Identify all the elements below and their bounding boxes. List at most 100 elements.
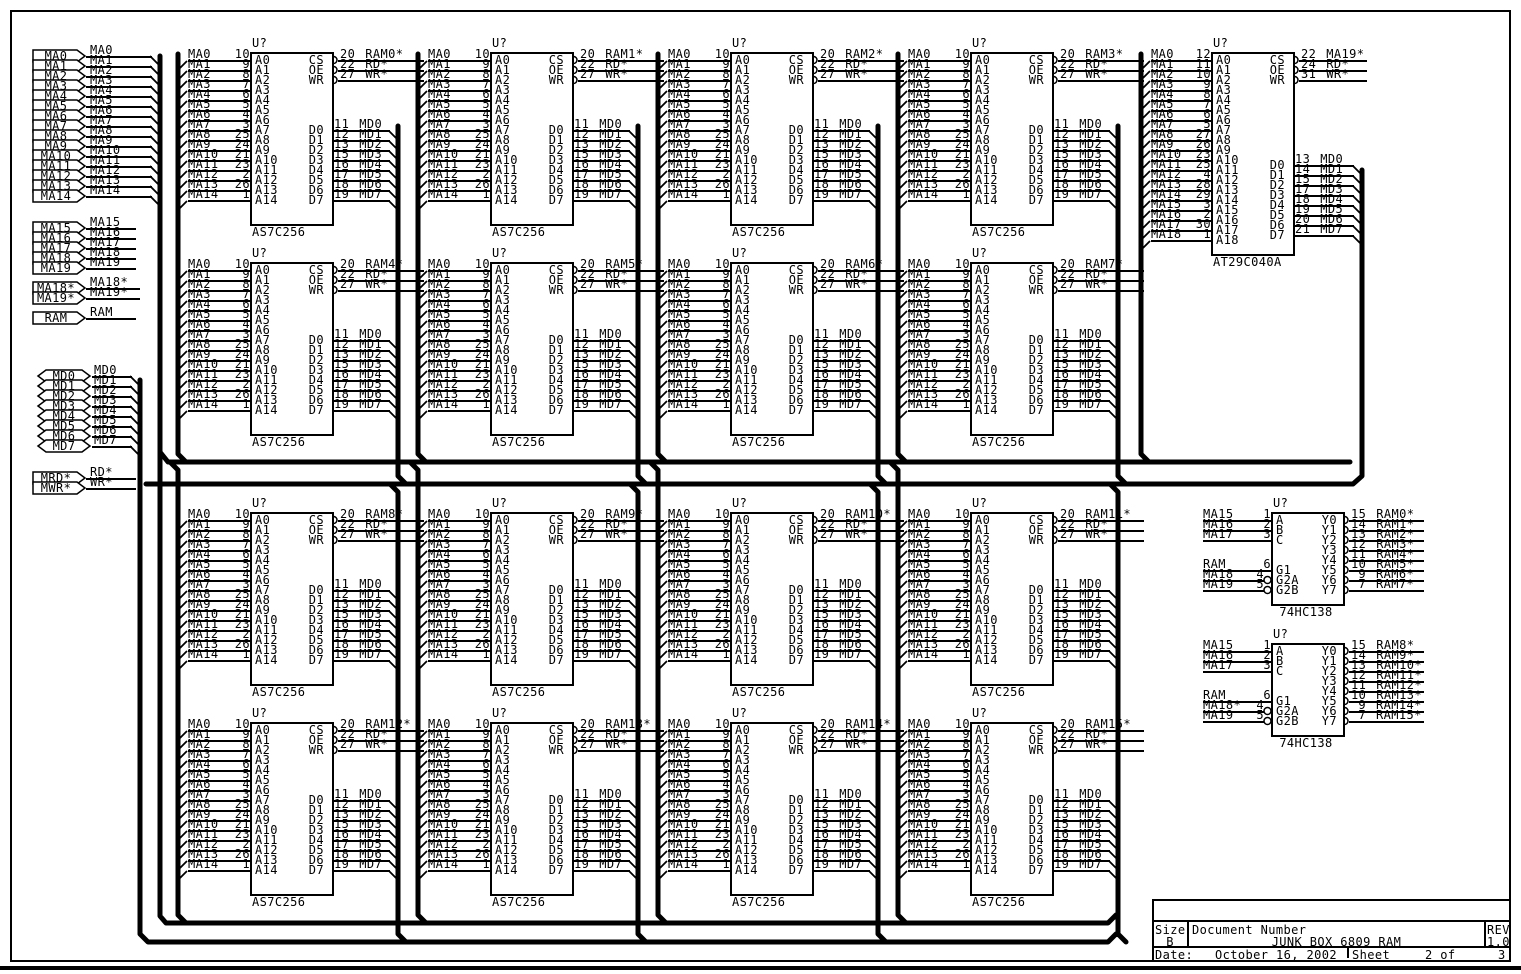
pin-net-label: MA4 — [428, 297, 451, 311]
pin-net-label: MA1 — [668, 267, 691, 281]
pin-net-label: MD3 — [599, 147, 623, 161]
pin-net-label: MA0 — [908, 257, 931, 271]
pin-number: 16 — [1054, 157, 1070, 171]
pin-name-label: A5 — [735, 103, 751, 117]
pin-number: 24 — [234, 347, 250, 361]
pin-wire: MA12 2 — [908, 838, 970, 852]
pin-number: 2 — [962, 837, 970, 851]
pin-name-label: D1 — [308, 133, 324, 147]
pin-name-label: A2 — [495, 743, 511, 757]
pin-name-label: D1 — [1028, 593, 1044, 607]
pin-wire: MA6 4 — [428, 108, 490, 122]
pin-number: 5 — [722, 767, 730, 781]
pin-wire: MA11 23 — [188, 158, 250, 172]
pin-number: 7 — [242, 537, 250, 551]
pin-name-label: A12 — [495, 383, 518, 397]
pin-name-label: A12 — [255, 843, 278, 857]
pin-name-label: WR — [308, 283, 324, 297]
pin-net-label: MD1 — [839, 337, 863, 351]
pin-net-label: RAM7* — [1376, 577, 1415, 591]
pin-net-label: MA9 — [908, 137, 931, 151]
pin-name-label: A10 — [255, 153, 278, 167]
pin-wire: 27 WR* — [338, 68, 424, 82]
pin-wire: 27 WR* — [818, 528, 904, 542]
pin-number: 21 — [954, 817, 970, 831]
pin-number: 7 — [482, 77, 490, 91]
pin-number: 26 — [714, 847, 730, 861]
pin-wire: MA9 24 — [908, 808, 970, 822]
pin-number: 13 — [1054, 807, 1070, 821]
docnum-value: JUNK BOX 6809 RAM — [1271, 935, 1402, 949]
pin-name-label: A12 — [735, 383, 758, 397]
chip-box — [730, 722, 814, 896]
pin-name-label: D7 — [1028, 403, 1044, 417]
pin-wire: MA2 8 — [668, 738, 730, 752]
pin-name-label: A11 — [255, 833, 278, 847]
pin-name-label: D5 — [788, 173, 804, 187]
net-wire: MA19 — [86, 256, 136, 270]
pin-net-label: RAM11* — [1085, 507, 1131, 521]
pin-number: 9 — [962, 517, 970, 531]
pin-wire: MA11 23 — [428, 828, 490, 842]
pin-number: 16 — [1054, 617, 1070, 631]
pin-wire: 22 RD* — [578, 268, 664, 282]
pin-name-label: A7 — [495, 333, 511, 347]
pin-net-label: MA6 — [668, 777, 691, 791]
pin-net-label: MA4 — [668, 547, 691, 561]
pin-name-label: D5 — [788, 843, 804, 857]
pin-name-label: A14 — [495, 653, 518, 667]
pin-number: 20 — [340, 507, 356, 521]
pin-wire: MA9 24 — [428, 348, 490, 362]
pin-net-label: MA14 — [188, 647, 219, 661]
pin-net-label: WR* — [605, 67, 629, 81]
pin-net-label: MA10 — [188, 147, 219, 161]
chip-part-label: AS7C256 — [252, 685, 306, 699]
pin-wire: 7 RAM7* — [1349, 578, 1424, 592]
pin-net-label: MA5 — [428, 767, 451, 781]
pin-wire: 22 RD* — [578, 728, 664, 742]
pin-number: 16 — [334, 617, 350, 631]
pin-net-label: MA9 — [668, 137, 691, 151]
pin-name-label: D0 — [788, 123, 804, 137]
pin-net-label: MD3 — [599, 607, 623, 621]
pin-wire: 15 MD3 — [1052, 818, 1110, 832]
pin-wire: MA3 7 — [428, 78, 490, 92]
pin-net-label: MA8 — [188, 337, 211, 351]
pin-number: 8 — [242, 737, 250, 751]
pin-wire: MA5 5 — [668, 768, 730, 782]
pin-wire: MA8 25 — [668, 128, 730, 142]
pin-net-label: MA8 — [908, 337, 931, 351]
pin-number: 26 — [234, 847, 250, 861]
pin-name-label: D2 — [788, 353, 804, 367]
pin-net-label: MD4 — [1079, 617, 1103, 631]
pin-wire: MA1 9 — [428, 58, 490, 72]
pin-name-label: D0 — [548, 793, 564, 807]
pin-wire: MA1 9 — [668, 58, 730, 72]
pin-number: 4 — [962, 317, 970, 331]
pin-wire: MA12 2 — [188, 628, 250, 642]
pin-number: 25 — [474, 587, 490, 601]
pin-name-label: Y7 — [1321, 583, 1337, 597]
pin-name-label: A4 — [495, 93, 511, 107]
pin-name-label: A12 — [975, 633, 998, 647]
pin-number: 13 — [574, 137, 590, 151]
net-wire: MA19* — [86, 286, 140, 300]
pin-net-label: WR* — [605, 737, 629, 751]
pin-number: 26 — [714, 387, 730, 401]
pin-name-label: A11 — [975, 163, 998, 177]
pin-net-label: MA7 — [908, 577, 931, 591]
pin-wire: MA14 1 — [668, 858, 730, 872]
pin-number: 11 — [814, 787, 830, 801]
pin-net-label: RAM4* — [365, 257, 404, 271]
pin-net-label: MD5 — [359, 167, 383, 181]
pin-wire: 18 MD6 — [812, 388, 870, 402]
pin-number: 4 — [482, 777, 490, 791]
pin-net-label: MD5 — [839, 167, 863, 181]
pin-name-label: D3 — [308, 823, 324, 837]
pin-name-label: CS — [788, 723, 804, 737]
pin-number: 13 — [574, 347, 590, 361]
pin-wire: MA5 5 — [428, 308, 490, 322]
pin-net-label: MD4 — [359, 617, 383, 631]
pin-net-label: MD5 — [599, 167, 623, 181]
pin-net-label: MA9 — [188, 137, 211, 151]
